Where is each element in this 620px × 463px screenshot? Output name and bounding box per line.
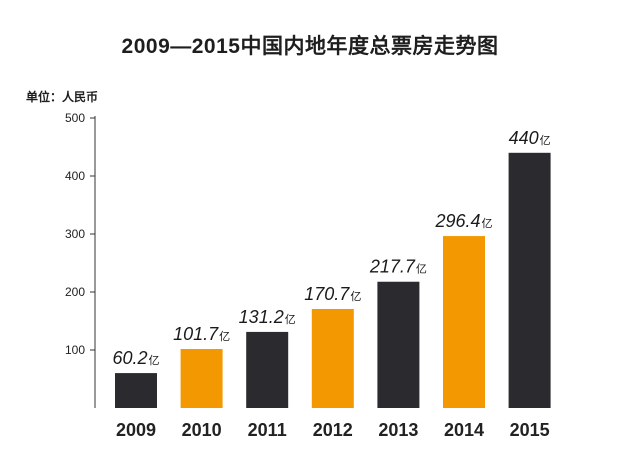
y-tick-label: 300: [65, 227, 85, 241]
chart-title: 2009—2015中国内地年度总票房走势图: [121, 35, 499, 58]
data-label-2013: 217.7亿: [369, 257, 427, 277]
bar-2009: [115, 373, 157, 408]
y-tick-label: 500: [65, 111, 85, 125]
bar-2013: [377, 281, 420, 408]
data-label-2011: 131.2亿: [239, 307, 296, 327]
x-tick-label-2012: 2012: [313, 420, 353, 440]
x-tick-label-2011: 2011: [248, 420, 287, 440]
x-tick-label-2009: 2009: [116, 420, 156, 440]
data-label-2015: 440亿: [509, 128, 551, 148]
x-tick-label-2010: 2010: [182, 420, 222, 440]
y-tick-label: 200: [65, 285, 85, 299]
bar-2014: [443, 236, 485, 408]
y-tick-label: 400: [65, 169, 85, 183]
bar-2012: [311, 308, 354, 408]
y-tick-label: 100: [65, 343, 85, 357]
bar-2015: [508, 152, 551, 408]
x-tick-label-2013: 2013: [378, 420, 418, 440]
x-tick-label-2014: 2014: [444, 420, 484, 440]
data-label-2012: 170.7亿: [304, 284, 361, 304]
unit-label: 单位：人民币: [26, 90, 99, 104]
data-label-2010: 101.7亿: [173, 324, 230, 344]
bar-2011: [246, 331, 289, 408]
bar-2010: [180, 349, 223, 408]
data-label-2014: 296.4亿: [434, 211, 492, 231]
x-tick-label-2015: 2015: [510, 420, 550, 440]
data-label-2009: 60.2亿: [112, 348, 159, 368]
